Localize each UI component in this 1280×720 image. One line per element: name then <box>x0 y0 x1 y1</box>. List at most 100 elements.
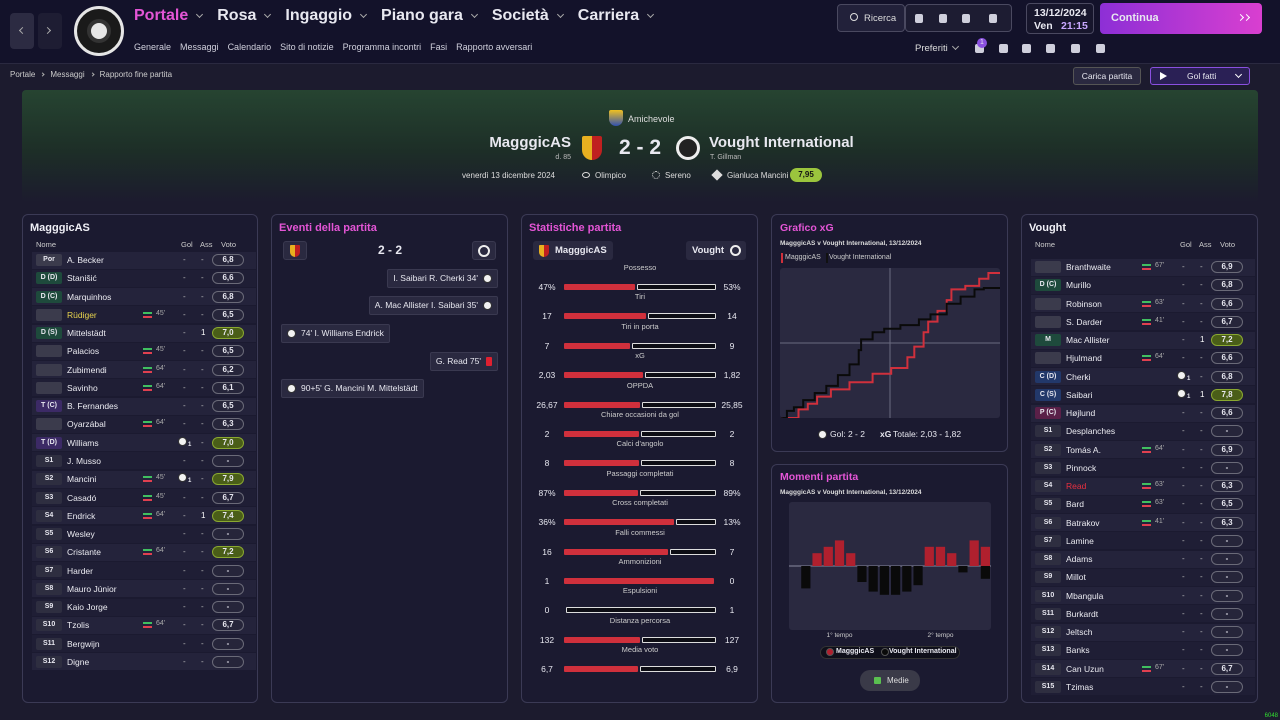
row-bg[interactable] <box>1031 459 1255 477</box>
row-bg[interactable] <box>32 415 256 433</box>
toolbar-icon[interactable] <box>1022 44 1031 53</box>
row-bg[interactable] <box>32 306 256 324</box>
assists: 1 <box>201 510 206 520</box>
row-bg[interactable] <box>32 635 256 653</box>
stat-home: 2 <box>544 429 550 439</box>
row-bg[interactable] <box>32 288 256 306</box>
row-bg[interactable] <box>32 379 256 397</box>
assists: - <box>201 419 204 429</box>
row-bg[interactable] <box>1031 313 1255 331</box>
breadcrumb[interactable]: Messaggi <box>50 70 85 79</box>
menu-item[interactable]: Portale <box>134 7 204 25</box>
row-bg[interactable] <box>1031 331 1255 349</box>
toolbar-icon[interactable] <box>999 44 1008 53</box>
column-header: Gol <box>181 240 193 249</box>
event[interactable]: I. Saibari R. Cherki 34' <box>387 268 498 288</box>
row-bg[interactable] <box>32 251 256 269</box>
row-bg[interactable] <box>32 269 256 287</box>
row-bg[interactable] <box>1031 495 1255 513</box>
row-bg[interactable] <box>1031 550 1255 568</box>
rating: 7,9 <box>212 473 244 486</box>
row-bg[interactable] <box>1031 587 1255 605</box>
row-bg[interactable] <box>1031 477 1255 495</box>
club-logo[interactable] <box>74 6 124 56</box>
event[interactable]: 90+5' G. Mancini M. Mittelstädt <box>281 378 424 398</box>
row-bg[interactable] <box>1031 441 1255 459</box>
date-box[interactable]: 13/12/2024 Ven 21:15 <box>1026 3 1094 34</box>
row-bg[interactable] <box>1031 258 1255 276</box>
row-bg[interactable] <box>1031 368 1255 386</box>
favourites[interactable]: Preferiti <box>915 43 948 54</box>
row-bg[interactable] <box>1031 678 1255 696</box>
breadcrumbs: Portale Messaggi Rapporto fine partita <box>10 70 172 79</box>
row-bg[interactable] <box>1031 532 1255 550</box>
tool-buttons[interactable] <box>905 4 1012 32</box>
row-bg[interactable] <box>1031 514 1255 532</box>
sub-menu-item[interactable]: Rapporto avversari <box>456 42 533 52</box>
sub-menu-item[interactable]: Generale <box>134 42 172 52</box>
load-match-button[interactable]: Carica partita <box>1073 67 1141 85</box>
row-bg[interactable] <box>1031 276 1255 294</box>
continue-button[interactable]: Continua <box>1100 3 1262 34</box>
search-box[interactable]: Ricerca <box>837 4 905 32</box>
breadcrumb[interactable]: Portale <box>10 70 36 79</box>
row-bg[interactable] <box>1031 641 1255 659</box>
menu-item[interactable]: Rosa <box>217 7 272 25</box>
menu-item[interactable]: Carriera <box>578 7 655 25</box>
row-bg[interactable] <box>32 342 256 360</box>
row-bg[interactable] <box>32 580 256 598</box>
row-bg[interactable] <box>1031 623 1255 641</box>
event[interactable]: 74' I. Williams Endrick <box>281 323 390 343</box>
row-bg[interactable] <box>32 598 256 616</box>
sub-menu-item[interactable]: Sito di notizie <box>280 42 334 52</box>
row-bg[interactable] <box>1031 295 1255 313</box>
row-bg[interactable] <box>32 562 256 580</box>
row-bg[interactable] <box>32 397 256 415</box>
row-bg[interactable] <box>32 452 256 470</box>
row-bg[interactable] <box>32 361 256 379</box>
event[interactable]: G. Read 75' <box>429 351 498 371</box>
sub-out <box>1142 523 1151 526</box>
row-bg[interactable] <box>32 507 256 525</box>
row-bg[interactable] <box>1031 605 1255 623</box>
row-bg[interactable] <box>32 324 256 342</box>
toolbar-icon[interactable] <box>1096 44 1105 53</box>
sub-menu-item[interactable]: Calendario <box>227 42 272 52</box>
rating: - <box>212 655 244 668</box>
sub-menu-item[interactable]: Messaggi <box>180 42 219 52</box>
toolbar-icon[interactable] <box>975 44 984 53</box>
stat-label: Chiare occasioni da gol <box>601 410 679 419</box>
x-label: 1° tempo <box>826 632 853 639</box>
stat-bar-away <box>642 401 716 408</box>
row-bg[interactable] <box>32 489 256 506</box>
toolbar-icon[interactable] <box>1046 44 1055 53</box>
row-bg[interactable] <box>1031 568 1255 586</box>
goals: - <box>1182 481 1185 491</box>
sub-menu-item[interactable]: Programma incontri <box>342 42 422 52</box>
menu-item[interactable]: Ingaggio <box>285 7 368 25</box>
row-bg[interactable] <box>32 653 256 671</box>
sub-in <box>143 384 152 387</box>
row-bg[interactable] <box>1031 422 1255 440</box>
row-bg[interactable] <box>1031 386 1255 404</box>
row-bg[interactable] <box>32 616 256 634</box>
forward-button[interactable] <box>38 13 62 49</box>
averages-button[interactable]: Medie <box>860 670 920 691</box>
toolbar-icon[interactable] <box>1071 44 1080 53</box>
event[interactable]: A. Mac Allister I. Saibari 35' <box>368 295 498 315</box>
row-bg[interactable] <box>1031 660 1255 678</box>
score: 2 - 2 <box>618 136 662 159</box>
row-bg[interactable] <box>1031 349 1255 367</box>
stat-label: Tiri <box>634 292 646 302</box>
menu-item[interactable]: Società <box>492 7 564 25</box>
goals-button[interactable]: Gol fatti <box>1150 67 1250 85</box>
row-bg[interactable] <box>32 470 256 488</box>
row-bg[interactable] <box>32 543 256 561</box>
row-bg[interactable] <box>1031 404 1255 422</box>
breadcrumb[interactable]: Rapporto fine partita <box>99 70 173 79</box>
row-bg[interactable] <box>32 434 256 452</box>
menu-item[interactable]: Piano gara <box>381 7 478 25</box>
back-button[interactable] <box>10 13 34 49</box>
sub-menu-item[interactable]: Fasi <box>430 42 448 52</box>
row-bg[interactable] <box>32 525 256 543</box>
